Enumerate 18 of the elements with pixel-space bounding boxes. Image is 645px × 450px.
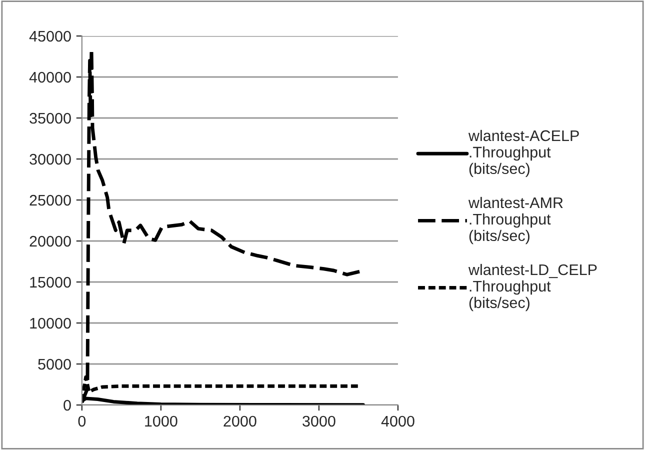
x-tick-label: 4000 <box>381 416 414 427</box>
y-tick-label: 35000 <box>30 112 71 124</box>
y-tick-label: 10000 <box>30 318 71 329</box>
legend-label: wlantest-LD_CELP .Throughput (bits/sec) <box>468 264 597 312</box>
y-tick-label: 45000 <box>29 30 71 42</box>
y-tick-label: 25000 <box>30 194 71 206</box>
y-tick-label: 20000 <box>30 236 71 247</box>
y-tick-label: 40000 <box>29 72 71 83</box>
y-tick-label: 0 <box>64 400 71 411</box>
x-tick-label: 0 <box>78 416 86 427</box>
x-tick-label: 3000 <box>302 416 336 427</box>
y-tick-label: 15000 <box>30 276 71 288</box>
y-tick-label: 5000 <box>38 358 71 370</box>
legend-label: wlantest-ACELP .Throughput (bits/sec) <box>468 130 579 178</box>
legend-label: wlantest-AMR .Throughput (bits/sec) <box>468 196 563 244</box>
x-tick-label: 2000 <box>224 416 256 427</box>
y-tick-label: 30000 <box>30 154 71 165</box>
x-tick-label: 1000 <box>145 416 178 427</box>
